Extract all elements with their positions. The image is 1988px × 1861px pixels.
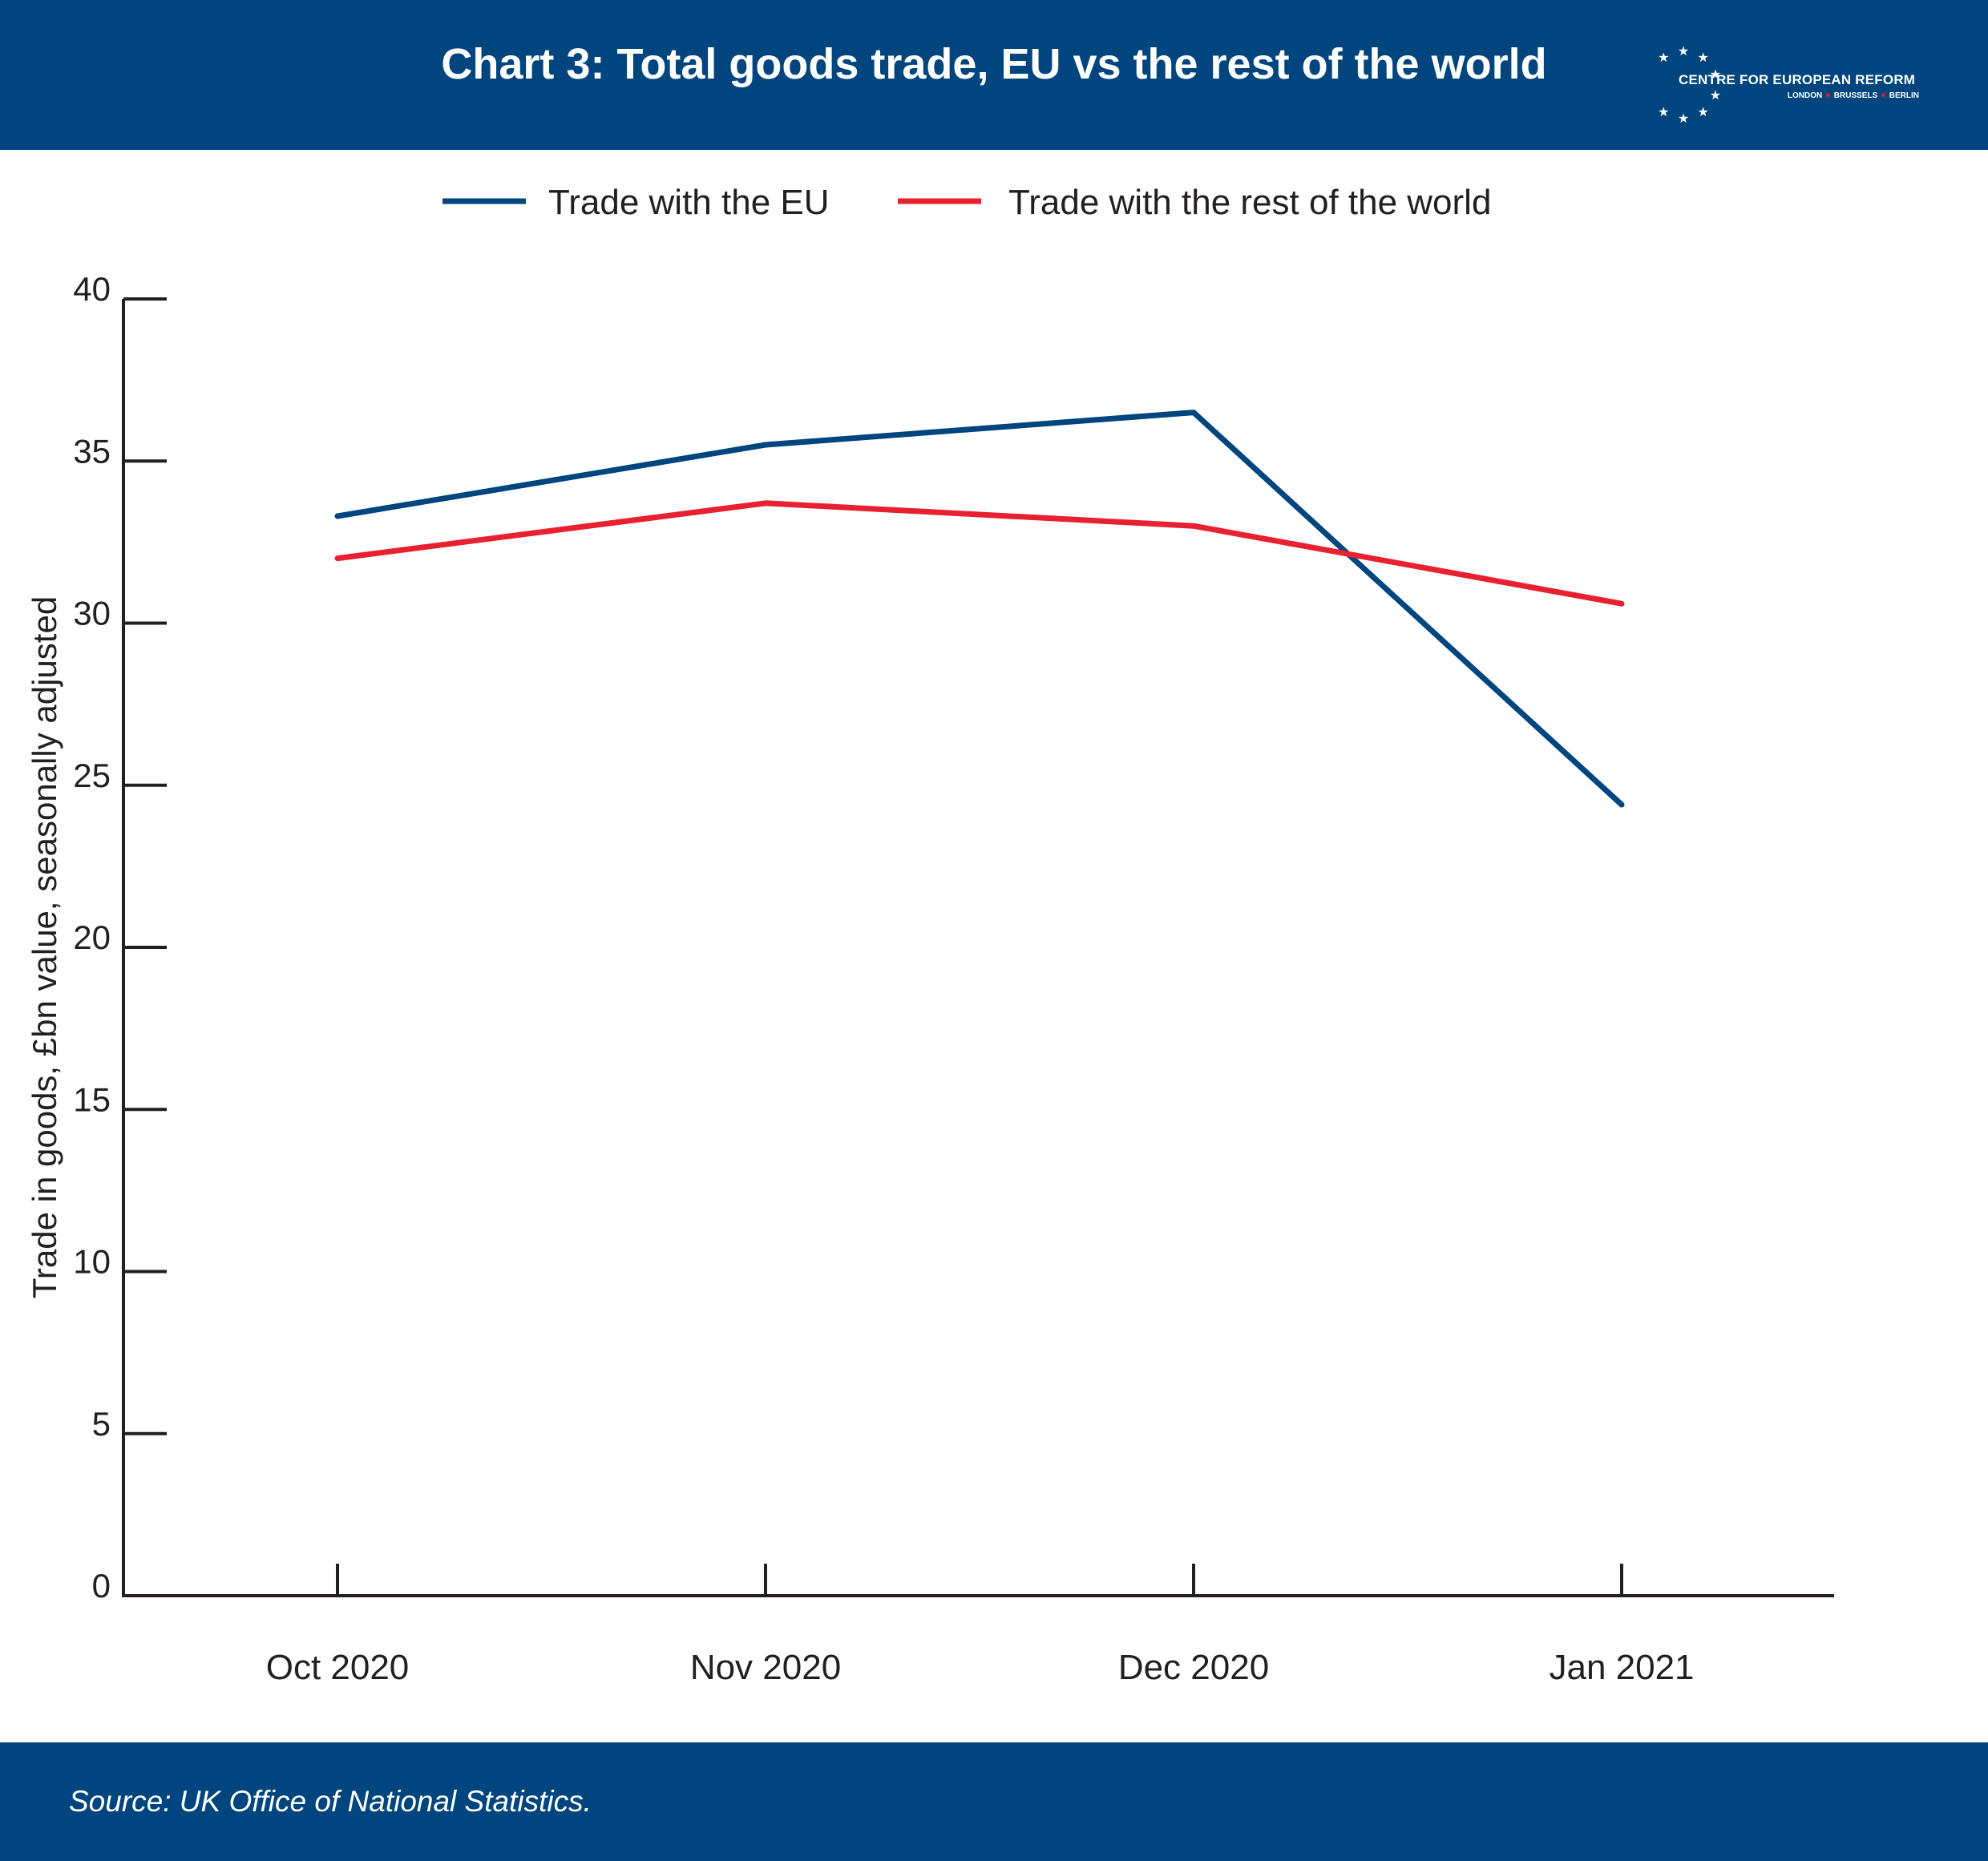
x-tick-label: Dec 2020 <box>1118 1648 1269 1687</box>
y-tick-label: 10 <box>73 1243 111 1281</box>
y-tick-label: 5 <box>92 1405 111 1443</box>
logo-city-brussels: BRUSSELS <box>1833 91 1878 100</box>
logo-city-london: LONDON <box>1787 91 1823 100</box>
logo-name: CENTRE FOR EUROPEAN REFORM <box>1679 72 1916 87</box>
y-tick-label: 25 <box>73 757 111 794</box>
x-tick-label: Oct 2020 <box>266 1648 410 1687</box>
y-tick-label: 40 <box>73 270 111 308</box>
logo-star-icon: ★ <box>1710 89 1721 103</box>
y-tick-label: 20 <box>73 918 111 956</box>
header-banner: Chart 3: Total goods trade, EU vs the re… <box>0 0 1988 150</box>
logo-star-icon: ★ <box>1678 112 1689 126</box>
chart-series <box>334 410 1625 808</box>
y-axis-label: Trade in goods, £bn value, seasonally ad… <box>26 596 63 1298</box>
y-tick-label: 30 <box>73 595 111 632</box>
y-tick-label: 15 <box>73 1080 111 1118</box>
series-line-rest-of-world <box>334 500 1625 607</box>
y-tick-label: 35 <box>73 432 111 470</box>
series-line-eu <box>334 410 1625 808</box>
logo-star-icon: ★ <box>1698 106 1709 119</box>
x-tick-label: Nov 2020 <box>690 1648 841 1687</box>
x-tick-label: Jan 2021 <box>1549 1648 1694 1687</box>
footer-banner: Source: UK Office of National Statistics… <box>0 1742 1988 1861</box>
y-tick-label: 0 <box>92 1567 111 1605</box>
logo-stars-icon: ★★★★★★★★★★ <box>1658 45 1721 126</box>
logo-star-icon: ★ <box>1658 106 1669 119</box>
y-axis-ticks: 0 5 10 15 20 25 30 35 40 <box>73 270 167 1605</box>
legend-label-rest: Trade with the rest of the world <box>1008 183 1491 222</box>
chart-legend: Trade with the EU Trade with the rest of… <box>442 183 1491 222</box>
logo-star-icon: ★ <box>1678 45 1689 59</box>
source-note: Source: UK Office of National Statistics… <box>69 1785 592 1818</box>
logo-city-berlin: BERLIN <box>1889 91 1919 100</box>
line-chart: Trade with the EU Trade with the rest of… <box>26 183 1834 1687</box>
logo-star-icon: ★ <box>1710 68 1721 82</box>
legend-label-eu: Trade with the EU <box>548 183 830 222</box>
logo-star-icon: ★ <box>1658 51 1669 65</box>
cer-logo: ★★★★★★★★★★ CENTRE FOR EUROPEAN REFORM LO… <box>1658 40 1930 128</box>
x-axis-ticks: Oct 2020 Nov 2020 Dec 2020 Jan 2021 <box>266 1564 1695 1687</box>
chart-title: Chart 3: Total goods trade, EU vs the re… <box>441 40 1547 88</box>
logo-cities: LONDON ★ BRUSSELS ★ BERLIN <box>1787 91 1919 100</box>
logo-star-icon: ★ <box>1698 51 1709 65</box>
